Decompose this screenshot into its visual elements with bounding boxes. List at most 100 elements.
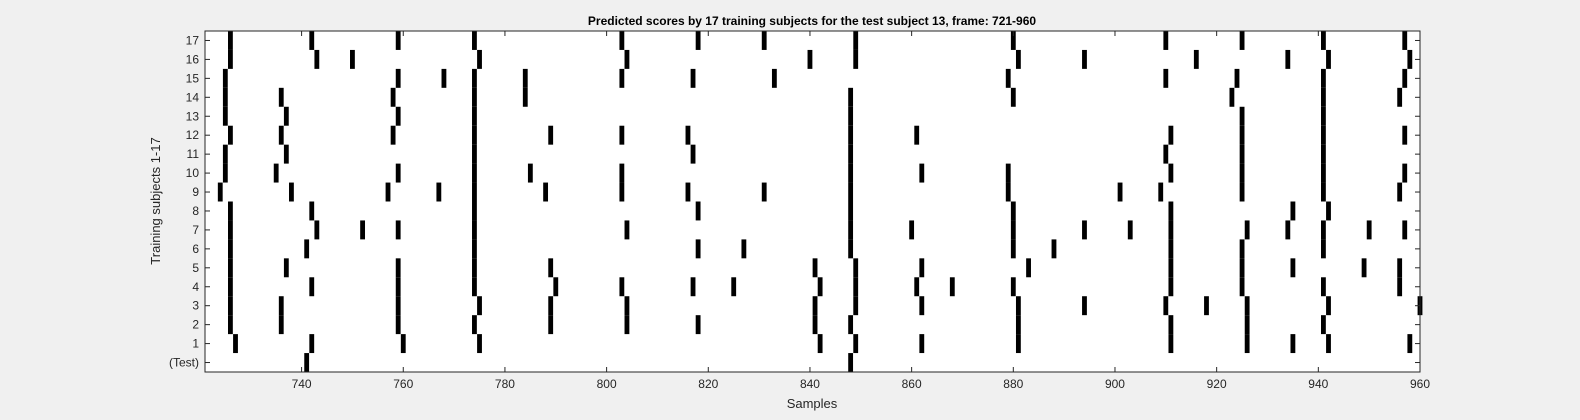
mark-row-2-789 (548, 315, 554, 335)
mark-row-17-910 (1163, 31, 1169, 50)
mark-row-17-742 (309, 31, 315, 50)
x-tick-label: 900 (1105, 377, 1125, 391)
mark-row-2-848 (848, 315, 854, 335)
mark-row-4-790 (553, 277, 559, 297)
mark-row-12-848 (848, 125, 854, 145)
mark-row-17-957 (1402, 31, 1408, 50)
mark-row-1-942 (1326, 334, 1331, 354)
mark-row-14-880 (1010, 87, 1016, 107)
y-tick-label: 3 (192, 299, 199, 313)
mark-row-11-774 (472, 144, 477, 164)
x-tick-label: 800 (597, 377, 617, 391)
mark-row-5-737 (283, 258, 289, 278)
mark-row-15-924 (1234, 68, 1240, 88)
mark-row-11-910 (1163, 144, 1169, 164)
x-tick-label: 760 (393, 377, 413, 391)
mark-row-10-725 (222, 163, 228, 183)
y-tick-label: 10 (186, 166, 200, 180)
mark-row-9-941 (1321, 182, 1326, 202)
mark-row-16-942 (1326, 49, 1331, 69)
mark-row-9-803 (619, 182, 625, 202)
mark-row-9-879 (1005, 182, 1011, 202)
mark-row-6-741 (304, 239, 310, 259)
mark-row-14-923 (1229, 87, 1235, 107)
mark-row-3-736 (278, 296, 284, 316)
plot-area (205, 31, 1420, 372)
mark-row-5-935 (1290, 258, 1296, 278)
mark-row-17-880 (1010, 31, 1016, 50)
mark-row-1-760 (400, 334, 406, 354)
mark-row-8-848 (848, 201, 854, 221)
mark-row-16-840 (807, 49, 813, 69)
mark-row-10-925 (1239, 163, 1245, 183)
mark-row-15-784 (522, 68, 528, 88)
mark-row-15-941 (1321, 68, 1326, 88)
mark-row-test-848 (848, 353, 854, 372)
x-tick-label: 880 (1003, 377, 1023, 391)
mark-row-5-883 (1026, 258, 1031, 278)
mark-row-17-831 (761, 31, 767, 50)
mark-row-2-774 (472, 315, 477, 335)
mark-row-3-918 (1204, 296, 1209, 316)
mark-row-3-789 (548, 296, 554, 316)
x-tick-label: 940 (1308, 377, 1328, 391)
mark-row-6-880 (1010, 239, 1016, 259)
raster-marks (217, 31, 1423, 372)
mark-row-15-957 (1402, 68, 1408, 88)
mark-row-14-725 (222, 87, 228, 107)
mark-row-7-860 (909, 220, 915, 240)
mark-row-10-879 (1005, 163, 1011, 183)
mark-row-15-759 (395, 68, 401, 88)
mark-row-17-941 (1321, 31, 1326, 50)
mark-row-4-742 (309, 277, 315, 297)
mark-row-16-743 (314, 49, 320, 69)
mark-row-7-752 (360, 220, 366, 240)
mark-row-9-901 (1117, 182, 1123, 202)
mark-row-7-903 (1127, 220, 1133, 240)
mark-row-15-879 (1005, 68, 1011, 88)
mark-row-2-926 (1244, 315, 1250, 335)
mark-row-14-956 (1397, 87, 1403, 107)
mark-row-11-817 (690, 144, 696, 164)
mark-row-4-911 (1168, 277, 1174, 297)
mark-row-16-750 (350, 49, 355, 69)
mark-row-4-803 (619, 277, 625, 297)
y-tick-label: 16 (186, 52, 200, 66)
mark-row-13-941 (1321, 106, 1326, 126)
y-tick-label: 11 (187, 147, 200, 161)
mark-row-16-894 (1082, 49, 1087, 69)
mark-row-6-818 (695, 239, 701, 259)
mark-row-11-925 (1239, 144, 1245, 164)
mark-row-1-958 (1407, 334, 1413, 354)
mark-row-5-956 (1397, 258, 1403, 278)
mark-row-17-726 (228, 31, 233, 50)
mark-row-1-881 (1015, 334, 1021, 354)
mark-row-3-926 (1244, 296, 1250, 316)
mark-row-2-804 (624, 315, 630, 335)
mark-row-17-925 (1239, 31, 1245, 50)
mark-row-15-725 (222, 68, 228, 88)
mark-row-4-956 (1397, 277, 1403, 297)
mark-row-8-942 (1326, 201, 1331, 221)
mark-row-12-861 (914, 125, 920, 145)
mark-row-2-881 (1015, 315, 1021, 335)
mark-row-10-803 (619, 163, 625, 183)
mark-row-14-774 (472, 87, 477, 107)
x-axis: 740 760 780 800 820 840 860 880 900 920 940 960 (292, 31, 1430, 391)
mark-row-7-759 (395, 220, 401, 240)
mark-row-5-849 (853, 258, 859, 278)
mark-row-5-841 (812, 258, 818, 278)
mark-row-8-742 (309, 201, 315, 221)
mark-row-7-957 (1402, 220, 1408, 240)
mark-row-9-925 (1239, 182, 1245, 202)
y-tick-label: 1 (192, 337, 199, 351)
mark-row-1-742 (309, 334, 315, 354)
mark-row-16-804 (624, 49, 630, 69)
mark-row-10-911 (1168, 163, 1174, 183)
mark-row-15-910 (1163, 68, 1169, 88)
mark-row-3-894 (1082, 296, 1087, 316)
mark-row-12-758 (390, 125, 396, 145)
mark-row-16-775 (477, 49, 482, 69)
mark-row-1-727 (233, 334, 238, 354)
